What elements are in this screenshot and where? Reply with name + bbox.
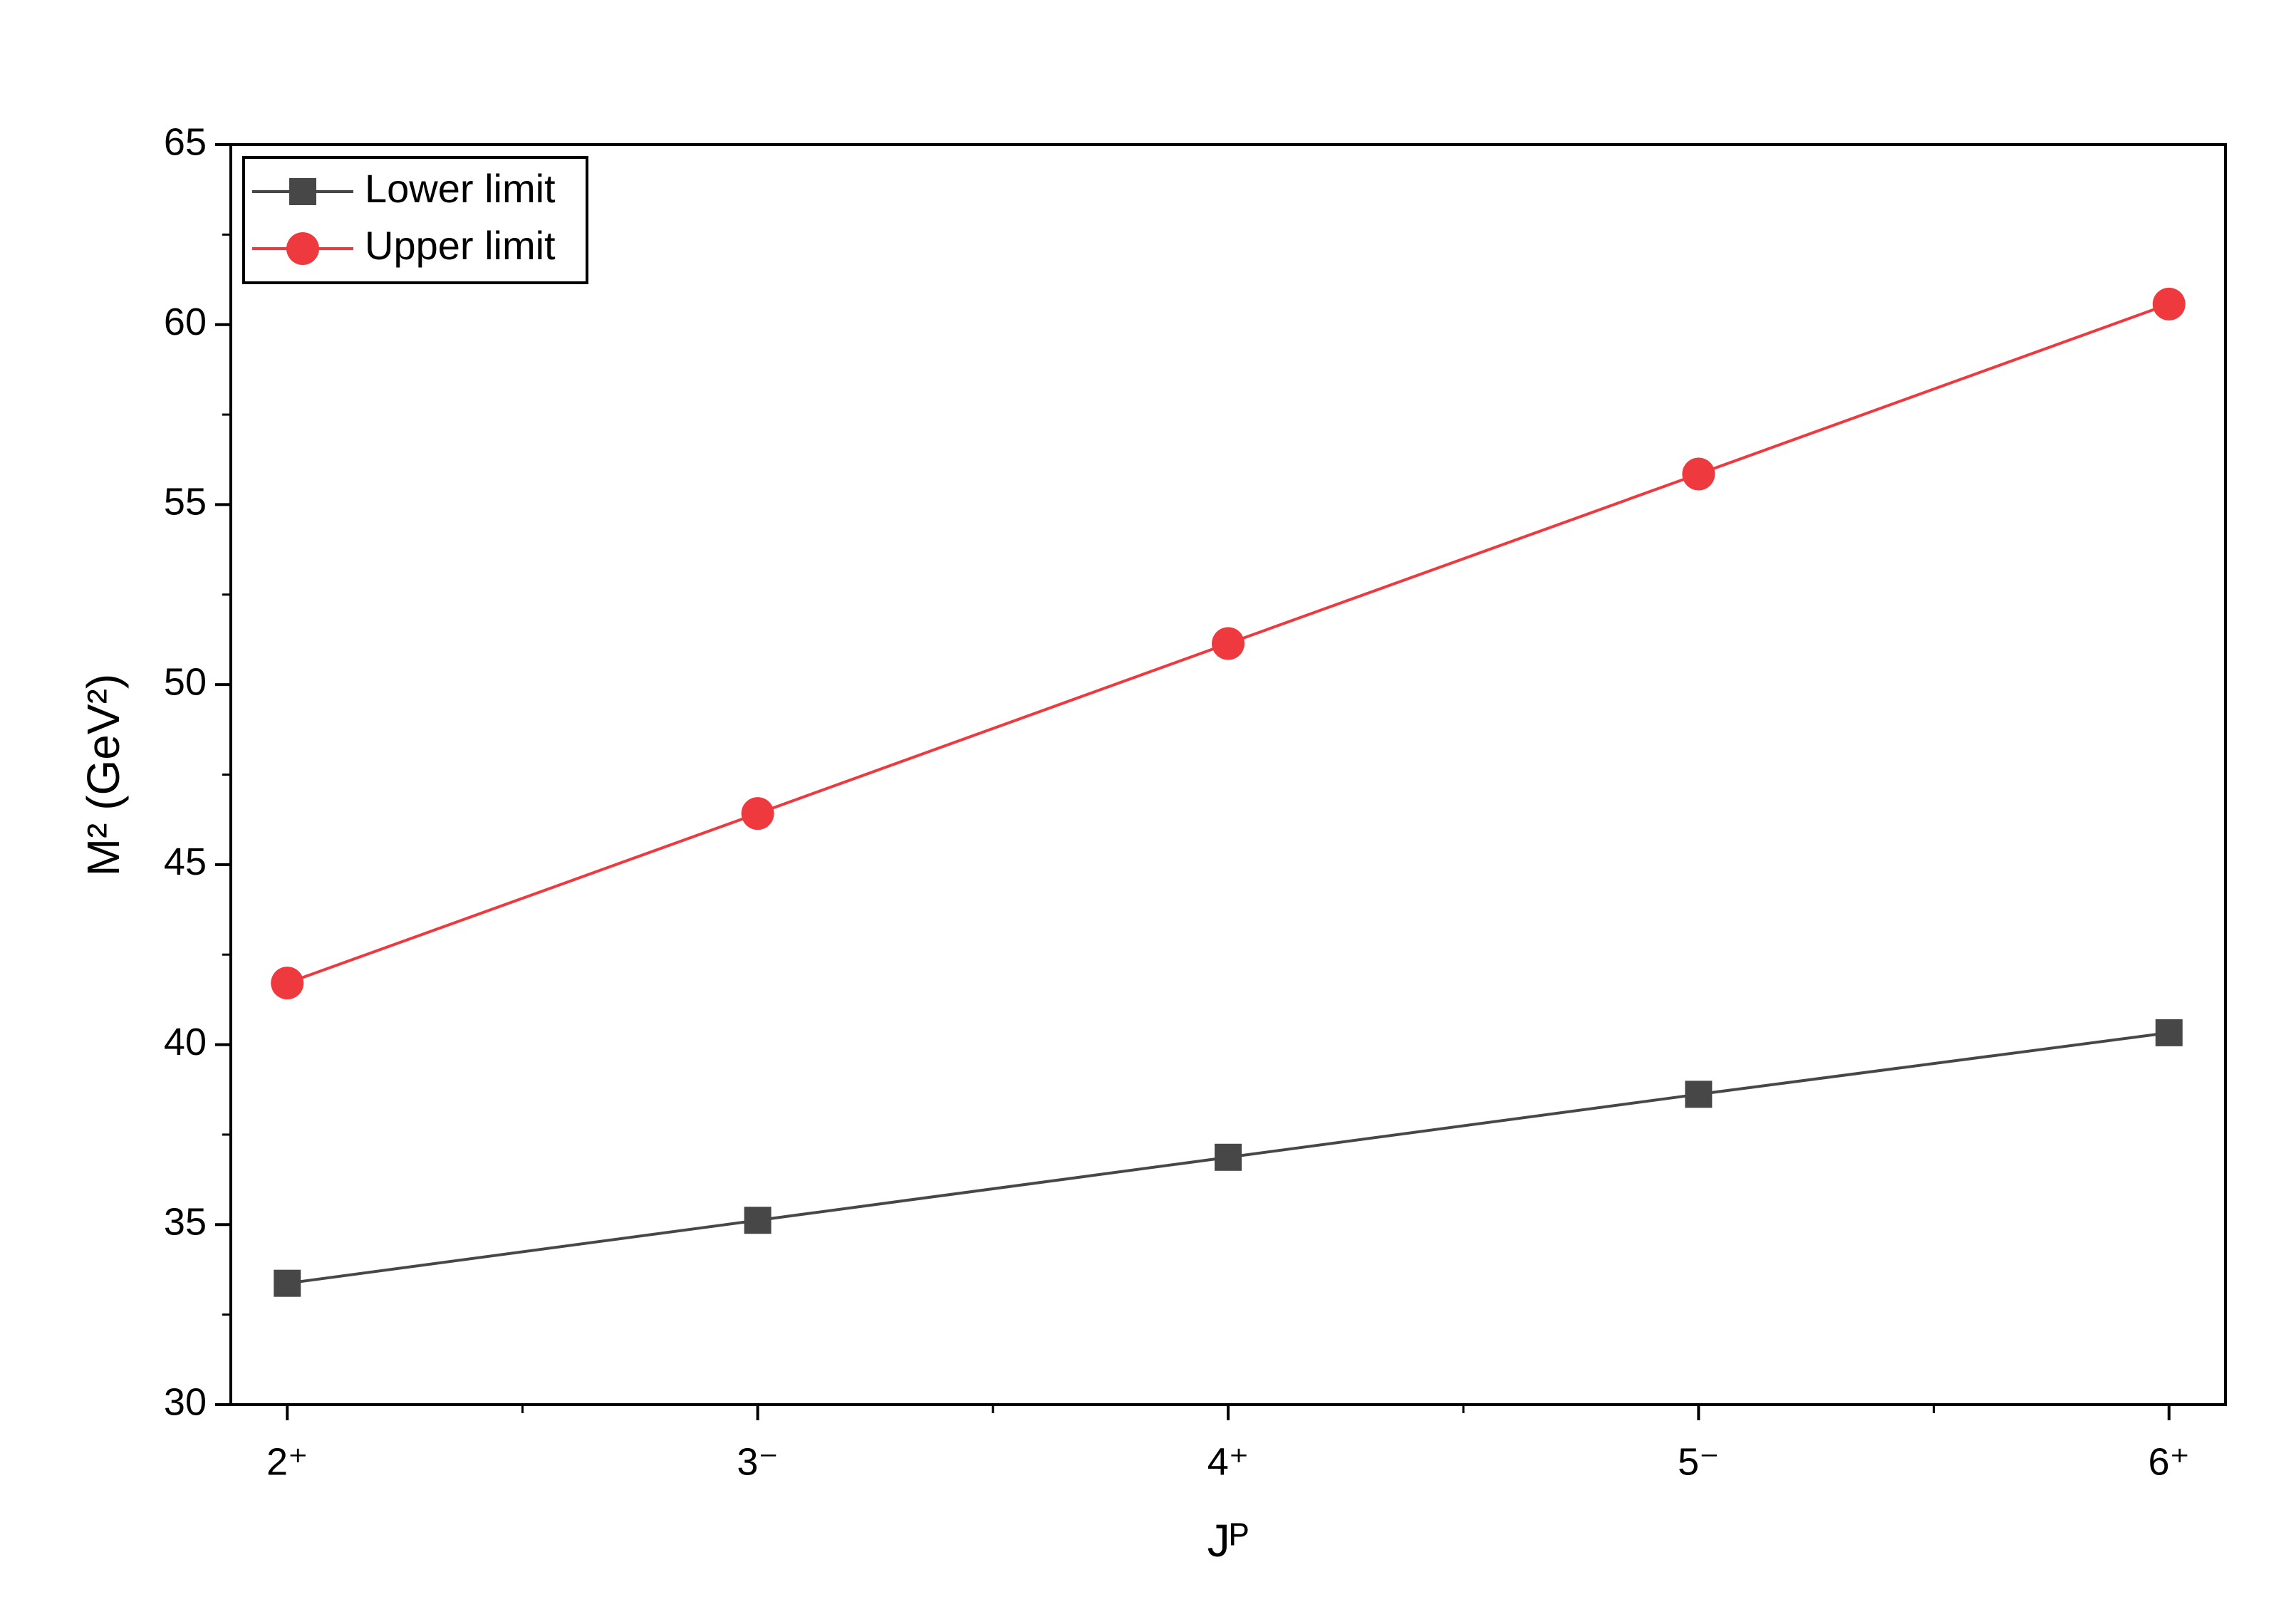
data-point <box>741 797 774 831</box>
x-axis-title: Jᴾ <box>1207 1515 1250 1566</box>
plot-frame <box>229 143 2227 1406</box>
data-point <box>1685 1081 1713 1108</box>
x-tick-label: 6⁺ <box>2148 1440 2190 1483</box>
data-point <box>2152 287 2186 321</box>
legend-label: Upper limit <box>365 223 556 268</box>
y-tick-label: 35 <box>164 1201 207 1244</box>
legend-label: Lower limit <box>365 166 556 211</box>
x-tick-label: 2⁺ <box>266 1440 308 1483</box>
data-point <box>274 1269 301 1297</box>
data-point <box>1212 627 1245 660</box>
x-tick-label: 4⁺ <box>1207 1440 1250 1483</box>
data-point <box>744 1207 772 1234</box>
y-tick-label: 30 <box>164 1380 207 1423</box>
data-point <box>1215 1143 1242 1171</box>
y-tick-label: 45 <box>164 840 207 883</box>
legend-marker <box>286 232 319 265</box>
legend-marker <box>289 178 316 205</box>
y-tick-label: 55 <box>164 481 207 524</box>
data-point <box>271 967 304 1000</box>
y-tick-label: 50 <box>164 660 207 703</box>
y-tick-label: 40 <box>164 1021 207 1063</box>
data-point <box>1682 457 1715 491</box>
y-axis-title: M² (GeV²) <box>78 674 129 876</box>
y-tick-label: 65 <box>164 120 207 163</box>
data-point <box>2155 1019 2183 1046</box>
x-tick-label: 5⁻ <box>1678 1440 1720 1483</box>
x-tick-label: 3⁻ <box>737 1440 779 1483</box>
y-tick-label: 60 <box>164 301 207 343</box>
